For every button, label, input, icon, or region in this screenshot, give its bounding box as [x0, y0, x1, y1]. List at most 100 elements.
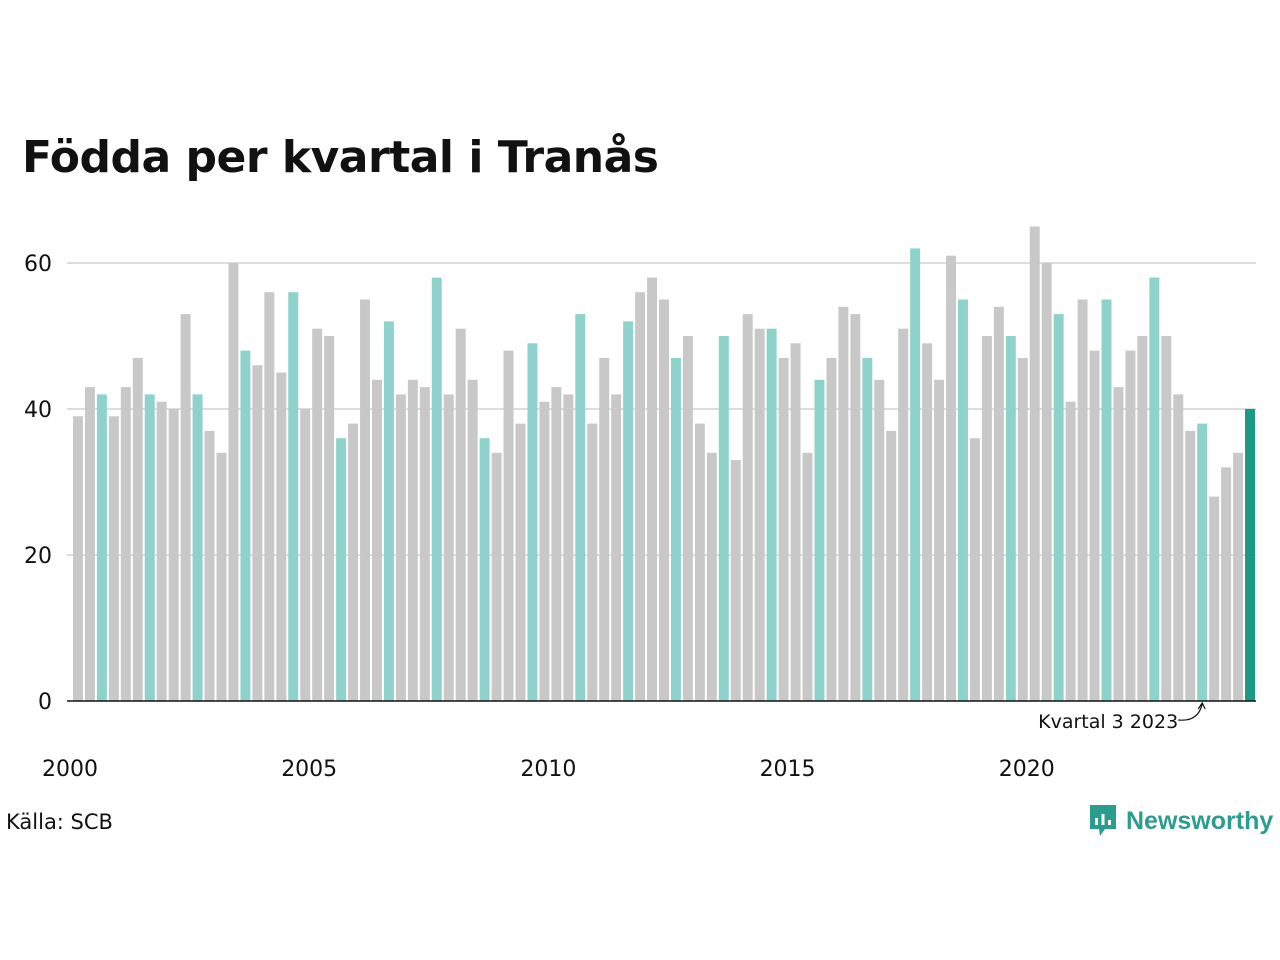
bar [324, 336, 335, 701]
bar [1065, 401, 1076, 701]
bar [1221, 467, 1232, 701]
bar [778, 357, 789, 701]
bar [611, 394, 622, 701]
bar [240, 350, 251, 701]
bar [84, 387, 95, 701]
bar [802, 452, 813, 701]
bar [647, 277, 658, 701]
bar [1149, 277, 1160, 701]
x-tick-label: 2005 [281, 757, 337, 782]
x-tick-label: 2020 [999, 757, 1055, 782]
bar-chart: 0 20 40 60 2000 2005 2010 2015 2020 Kvartal 3 2… [24, 226, 1256, 782]
bar [132, 357, 143, 701]
bar [1161, 336, 1172, 701]
bar [1089, 350, 1100, 701]
bar [300, 409, 311, 701]
y-axis-ticks: 0 20 40 60 [24, 252, 52, 715]
x-tick-label: 2015 [760, 757, 816, 782]
bar [216, 452, 227, 701]
bar [1101, 299, 1112, 701]
x-axis-ticks: 2000 2005 2010 2015 2020 [42, 757, 1055, 782]
bar [407, 379, 418, 701]
chart-title: Födda per kvartal i Tranås [22, 132, 659, 183]
bar [587, 423, 598, 701]
bar [108, 416, 119, 701]
bar [395, 394, 406, 701]
bar [730, 460, 741, 701]
brand-name: Newsworthy [1126, 806, 1274, 835]
bar [934, 379, 945, 701]
bar [981, 336, 992, 701]
y-tick-label: 0 [38, 690, 52, 715]
y-tick-label: 40 [24, 398, 52, 423]
bar [73, 416, 83, 701]
brand-logo: Newsworthy [1088, 803, 1273, 839]
bar [192, 394, 203, 701]
bar [635, 292, 646, 701]
bar [1173, 394, 1184, 701]
bar [850, 314, 861, 701]
bar [312, 328, 323, 701]
bar [1125, 350, 1136, 701]
bar-series [73, 226, 1255, 701]
bar [946, 255, 957, 701]
bar [503, 350, 514, 701]
newsworthy-logo-icon [1090, 805, 1116, 836]
source-note: Källa: SCB [6, 810, 113, 834]
bar [539, 401, 550, 701]
bar [563, 394, 574, 701]
bar [204, 430, 215, 701]
bar [766, 328, 777, 701]
bar [659, 299, 669, 701]
y-tick-label: 60 [24, 252, 52, 277]
bar [479, 438, 490, 701]
bar [742, 314, 753, 701]
bar [348, 423, 359, 701]
bar [670, 357, 681, 701]
bar [1113, 387, 1124, 701]
bar [826, 357, 837, 701]
bar [575, 314, 586, 701]
bar [515, 423, 526, 701]
bar [1017, 357, 1028, 701]
bar [706, 452, 717, 701]
bar [371, 379, 382, 701]
bar [599, 357, 610, 701]
bar [969, 438, 980, 701]
bar [993, 306, 1004, 701]
bar [551, 387, 562, 701]
bar [1137, 336, 1148, 701]
bar [443, 394, 454, 701]
bar [467, 379, 478, 701]
bar [862, 357, 873, 701]
bar [1197, 423, 1208, 701]
bar [120, 387, 131, 701]
bar [180, 314, 191, 701]
bar [814, 379, 825, 701]
bar [623, 321, 634, 701]
bar [1029, 226, 1040, 701]
bar [910, 248, 921, 701]
bar [1005, 336, 1016, 701]
bar [1233, 452, 1244, 701]
bar [360, 299, 370, 701]
bar [874, 379, 885, 701]
bar [527, 343, 538, 701]
bar [1209, 496, 1220, 701]
bar [1053, 314, 1064, 701]
bar [694, 423, 705, 701]
bar [252, 365, 263, 701]
annotation: Kvartal 3 2023 [1038, 701, 1206, 733]
bar [1041, 263, 1052, 701]
bar [96, 394, 107, 701]
bar [144, 394, 155, 701]
bar [1077, 299, 1088, 701]
bar [838, 306, 849, 701]
bar [431, 277, 442, 701]
annotation-arrow-icon [1178, 701, 1206, 721]
bar [276, 372, 287, 701]
bar [264, 292, 275, 701]
bar [958, 299, 968, 701]
y-tick-label: 20 [24, 544, 52, 569]
x-tick-label: 2000 [42, 757, 98, 782]
